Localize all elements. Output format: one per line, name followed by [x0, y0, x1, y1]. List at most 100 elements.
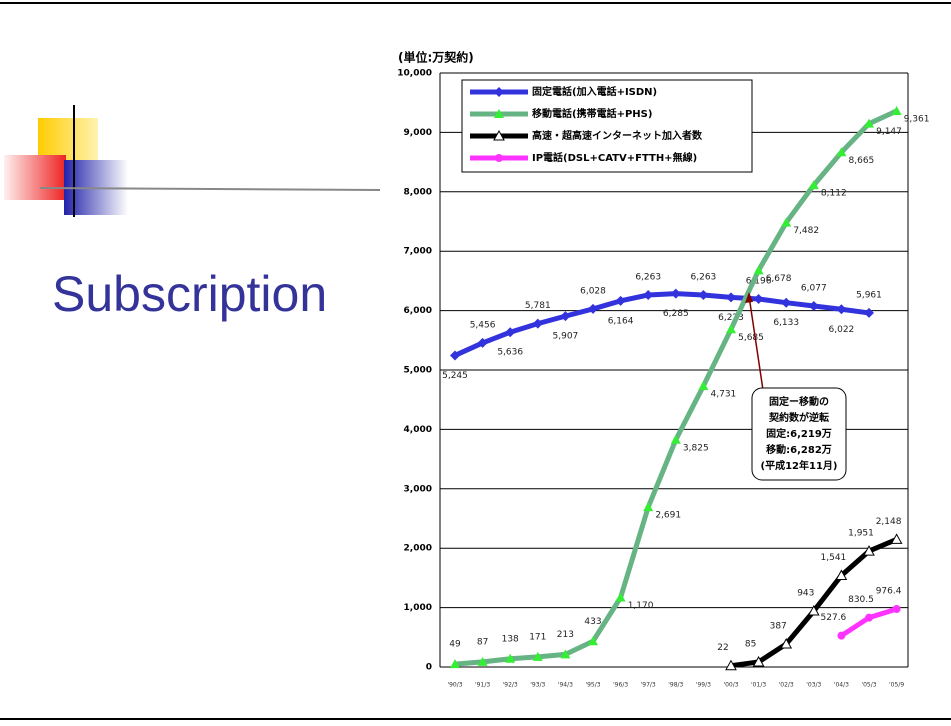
- marker: [588, 303, 598, 314]
- marker: [670, 288, 681, 299]
- x-tick-label: '90/3: [447, 682, 462, 689]
- marker: [588, 636, 598, 646]
- data-label: 8,665: [849, 156, 875, 166]
- marker: [753, 293, 764, 304]
- marker: [643, 502, 654, 512]
- marker: [836, 304, 847, 315]
- data-label: 5,456: [470, 320, 496, 330]
- data-label: 4,731: [711, 389, 737, 399]
- marker: [863, 545, 875, 556]
- x-tick-label: '05/9: [889, 682, 904, 689]
- data-label: 6,133: [773, 318, 799, 328]
- x-tick-label: '96/3: [613, 682, 628, 689]
- data-label: 22: [717, 643, 728, 653]
- data-label: 1,951: [848, 529, 874, 539]
- data-label: 1,541: [821, 553, 847, 563]
- marker: [698, 289, 709, 300]
- y-tick-label: 5,000: [404, 366, 432, 376]
- data-label: 171: [529, 632, 546, 642]
- y-tick-label: 4,000: [404, 425, 432, 435]
- marker: [505, 327, 516, 338]
- annotation-arrow: [748, 295, 764, 391]
- data-label: 6,263: [691, 272, 717, 282]
- x-tick-label: '00/3: [723, 682, 738, 689]
- data-label: 2,148: [876, 517, 902, 527]
- x-tick-label: '94/3: [558, 682, 573, 689]
- annotation-text: 契約数が逆転: [769, 411, 829, 424]
- annotation-text: 移動:6,282万: [766, 443, 832, 456]
- marker: [726, 324, 736, 334]
- marker: [753, 265, 764, 275]
- marker: [837, 631, 846, 640]
- y-tick-label: 2,000: [404, 544, 432, 554]
- marker: [781, 217, 792, 227]
- marker: [726, 292, 736, 303]
- marker: [450, 659, 460, 669]
- data-label: 976.4: [876, 587, 902, 597]
- y-tick-label: 8,000: [404, 187, 432, 197]
- data-label: 1,170: [628, 601, 654, 611]
- x-tick-label: '97/3: [641, 682, 656, 689]
- marker: [781, 297, 792, 308]
- data-label: 9,147: [876, 127, 902, 137]
- legend-label: 高速・超高速インターネット加入者数: [532, 129, 703, 142]
- data-label: 2,691: [655, 511, 681, 521]
- data-label: 830.5: [848, 595, 874, 605]
- annotation-text: 固定:6,219万: [766, 427, 832, 440]
- data-label: 5,636: [497, 348, 523, 358]
- marker: [835, 569, 848, 580]
- marker: [560, 649, 571, 659]
- deco-line: [39, 187, 381, 191]
- legend-label: 移動電話(携帯電話+PHS): [532, 107, 652, 120]
- data-label: 433: [584, 617, 601, 627]
- x-tick-label: '91/3: [475, 682, 490, 689]
- marker: [780, 637, 793, 649]
- marker: [477, 337, 488, 348]
- data-label: 6,263: [635, 272, 661, 282]
- data-label: 3,825: [683, 443, 709, 453]
- marker: [494, 87, 504, 97]
- data-label: 138: [502, 634, 519, 644]
- data-label: 7,482: [793, 226, 819, 236]
- y-tick-label: 6,000: [404, 306, 432, 316]
- marker: [643, 289, 654, 300]
- data-label: 213: [557, 630, 574, 640]
- data-label: 9,361: [904, 114, 930, 124]
- marker: [890, 533, 903, 544]
- chart: 0 1,000 2,000 3,000 4,000 5,000 6,000 7,000 8,00…: [397, 69, 929, 689]
- x-tick-label: '03/3: [806, 682, 821, 689]
- deco-square: [4, 155, 66, 200]
- y-tick-label: 9,000: [404, 128, 432, 138]
- legend-label: IP電話(DSL+CATV+FTTH+無線): [532, 151, 697, 164]
- marker: [505, 653, 516, 663]
- legend-label: 固定電話(加入電話+ISDN): [532, 85, 657, 98]
- marker: [891, 105, 902, 115]
- marker: [864, 307, 874, 318]
- data-label: 943: [797, 588, 814, 598]
- marker: [495, 154, 503, 162]
- marker: [698, 380, 709, 390]
- data-label: 6,223: [718, 313, 744, 323]
- slide-title: Subscription: [52, 266, 327, 322]
- arrow-head: [745, 292, 753, 303]
- annotation-text: (平成12年11月): [761, 459, 838, 472]
- marker: [450, 350, 460, 361]
- marker: [532, 318, 543, 329]
- marker: [808, 180, 819, 190]
- y-tick-label: 0: [426, 663, 432, 673]
- y-tick-label: 3,000: [404, 484, 432, 494]
- marker: [494, 109, 504, 118]
- data-label: 85: [745, 639, 756, 649]
- marker: [865, 613, 873, 622]
- data-label: 6,285: [663, 309, 689, 319]
- x-tick-label: '04/3: [834, 682, 849, 689]
- y-tick-label: 7,000: [404, 247, 432, 257]
- y-tick-label: 1,000: [404, 603, 432, 613]
- marker: [615, 295, 626, 306]
- x-tick-label: '05/3: [861, 682, 876, 689]
- marker: [864, 118, 874, 128]
- y-tick-label: 10,000: [397, 69, 432, 79]
- data-label: 6,022: [829, 325, 855, 335]
- unit-label: (単位:万契約): [398, 50, 474, 65]
